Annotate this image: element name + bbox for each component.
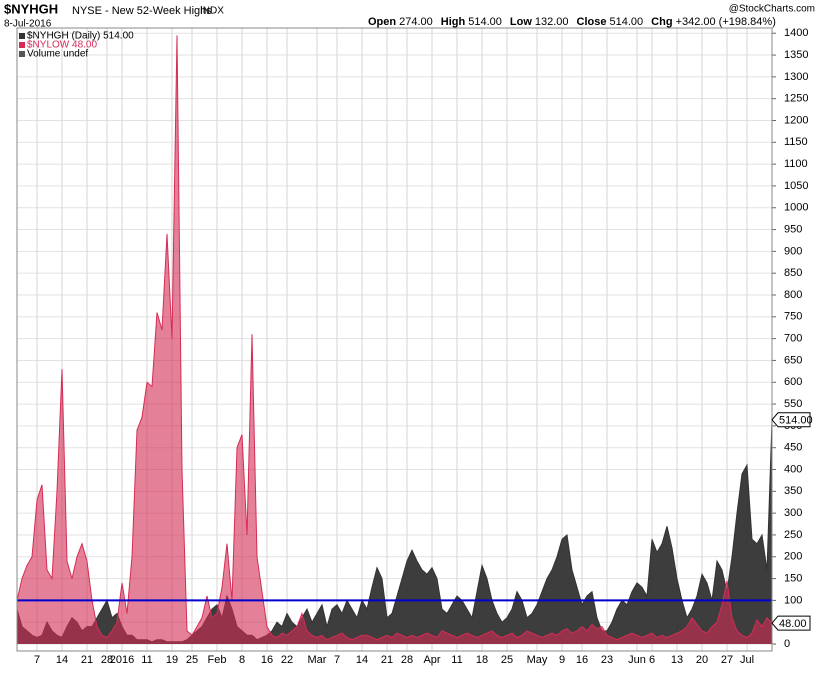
y-tick-label: 250 [784,529,802,541]
x-tick-label: 20 [696,654,708,666]
legend-swatch [19,33,25,39]
y-tick-label: 1100 [784,158,808,170]
y-tick-label: 350 [784,485,802,497]
x-tick-label: Mar [308,654,327,666]
y-tick-label: 1000 [784,202,808,214]
series-line [16,35,773,641]
x-tick-label: 6 [649,654,655,666]
y-tick-label: 450 [784,442,802,454]
plot-area: 0501001502002503003504004505005506006507… [16,27,813,666]
x-tick-label: 14 [56,654,68,666]
quote-value: 132.00 [535,16,569,28]
y-tick-label: 100 [784,594,802,606]
area-fill [17,35,772,645]
x-tick-label: 18 [476,654,488,666]
x-tick-label: 16 [261,654,273,666]
index-name: NYSE - New 52-Week Highs [72,5,212,17]
legend-label: $NYHGH (Daily) 514.00 [27,31,134,42]
quote-label: High [441,16,466,28]
quote: Open 274.00 High 514.00 Low 132.00 Close 514.00… [368,16,776,28]
y-tick-label: 300 [784,507,802,519]
quote-label: Chg [651,16,672,28]
y-tick-label: 1050 [784,180,808,192]
y-tick-label: 600 [784,376,802,388]
legend-swatch [19,51,25,57]
quote-label: Open [368,16,396,28]
x-tick-label: 28 [101,654,113,666]
y-tick-label: 1400 [784,27,808,39]
y-tick-label: 550 [784,398,802,410]
y-tick-label: 1250 [784,93,808,105]
y-tick-label: 150 [784,572,802,584]
area-fill [17,419,772,645]
legend-label: Volume undef [27,49,88,60]
y-tick-label: 950 [784,223,802,235]
x-tick-label: 9 [559,654,565,666]
x-tick-label: Feb [208,654,227,666]
x-tick-label: 16 [576,654,588,666]
x-tick-label: 7 [34,654,40,666]
y-tick-label: 1350 [784,49,808,61]
y-tick-label: 0 [784,638,790,650]
x-tick-label: 21 [381,654,393,666]
x-tick-label: May [527,654,548,666]
y-tick-label: 1200 [784,114,808,126]
date: 8-Jul-2016 [4,19,52,30]
y-tick-label: 1150 [784,136,808,148]
y-tick-label: 900 [784,245,802,257]
quote-value: 514.00 [610,16,644,28]
x-tick-label: 21 [81,654,93,666]
x-tick-label: 7 [334,654,340,666]
y-tick-label: 700 [784,333,802,345]
x-tick-label: 13 [671,654,683,666]
x-tick-label: 22 [281,654,293,666]
y-tick-label: 650 [784,354,802,366]
y-tick-label: 400 [784,463,802,475]
y-tick-label: 800 [784,289,802,301]
credit: @StockCharts.com [729,4,815,15]
x-tick-label: 11 [451,654,462,666]
plot-border [16,27,773,652]
quote-label: Low [510,16,532,28]
y-tick-label: 850 [784,267,802,279]
x-tick-label: Jul [740,654,754,666]
x-tick-label: 25 [186,654,198,666]
x-tick-label: Apr [423,654,440,666]
x-tick-label: 27 [721,654,733,666]
y-tick-label: 1300 [784,71,808,83]
exchange: INDX [200,6,224,17]
legend-swatch [19,42,25,48]
x-tick-label: 11 [141,654,152,666]
x-tick-label: 19 [166,654,178,666]
quote-value: +342.00 (+198.84%) [676,16,776,28]
quote-value: 514.00 [468,16,502,28]
x-tick-label: 23 [601,654,613,666]
x-tick-label: Jun [628,654,646,666]
x-tick-label: 8 [239,654,245,666]
y-tick-label: 750 [784,311,802,323]
x-tick-label: 28 [401,654,413,666]
last-value-label: 48.00 [779,618,807,630]
symbol: $NYHGH [4,1,58,16]
x-tick-label: 25 [501,654,513,666]
last-value-label: 514.00 [779,415,813,427]
last-value-badge [771,615,811,631]
y-tick-label: 200 [784,551,802,563]
x-tick-label: 14 [356,654,368,666]
x-tick-label: 2016 [110,654,134,666]
quote-label: Close [577,16,607,28]
legend-label: $NYLOW 48.00 [27,40,97,51]
last-value-badge [771,412,811,428]
quote-value: 274.00 [399,16,433,28]
